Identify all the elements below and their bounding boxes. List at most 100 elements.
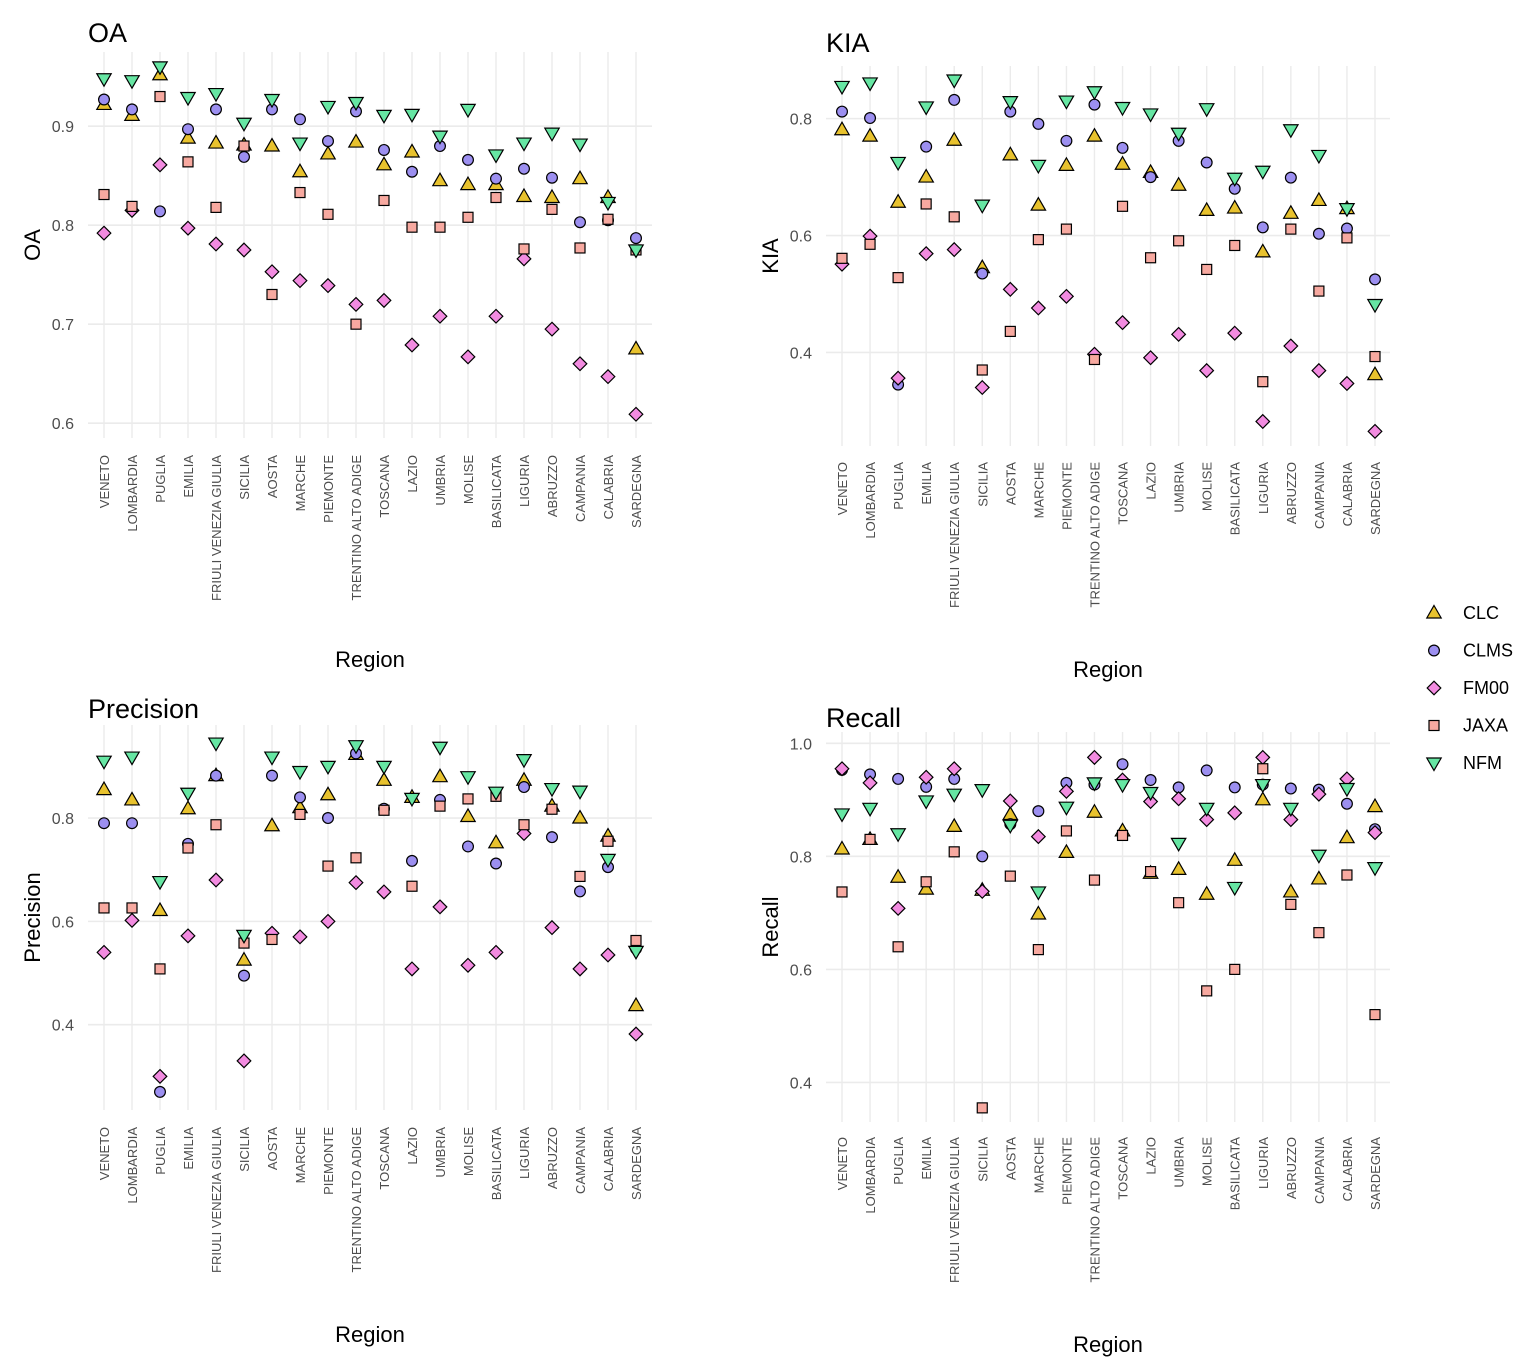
point-jaxa (406, 880, 418, 892)
x-tick-label: FRIULI VENEZIA GIULIA (947, 1137, 962, 1283)
point-clms (1088, 98, 1101, 111)
point-jaxa (294, 186, 306, 199)
point-nfm (1142, 786, 1159, 802)
point-jaxa (546, 203, 558, 215)
point-nfm (833, 808, 851, 823)
point-clms (154, 1085, 167, 1098)
legend-label: NFM (1463, 753, 1502, 773)
point-clc (1198, 201, 1215, 216)
x-tick-label: EMILIA (181, 1127, 196, 1170)
x-tick-label: LIGURIA (1256, 462, 1271, 514)
point-nfm (95, 73, 113, 88)
point-jaxa (462, 211, 474, 223)
point-clc (1254, 791, 1272, 806)
point-clc (1282, 883, 1300, 898)
point-nfm (571, 138, 589, 153)
point-clc (515, 187, 533, 203)
point-fm00 (236, 242, 252, 258)
point-fm00 (292, 272, 308, 289)
kia-y-axis-title: KIA (758, 238, 783, 274)
point-jaxa (1201, 985, 1213, 997)
legend-item-fm00: FM00 (1426, 678, 1509, 698)
point-nfm (861, 802, 879, 818)
x-tick-label: PUGLIA (891, 462, 906, 510)
point-jaxa (210, 201, 222, 213)
point-jaxa (1341, 869, 1353, 881)
point-clc (1198, 885, 1215, 900)
point-nfm (571, 785, 589, 800)
point-jaxa (836, 252, 848, 264)
point-clms (182, 123, 195, 136)
point-jaxa (574, 870, 586, 883)
point-fm00 (572, 356, 588, 372)
point-fm00 (488, 944, 504, 961)
recall-grid (826, 732, 1390, 1122)
point-fm00 (628, 1026, 644, 1042)
point-nfm (1030, 886, 1047, 901)
kia-series-fm00 (834, 228, 1383, 440)
point-clc (375, 771, 393, 786)
point-fm00 (1002, 281, 1018, 297)
point-clc (945, 817, 963, 832)
point-clms (920, 140, 933, 153)
x-tick-label: AOSTA (265, 1127, 280, 1170)
point-jaxa (1060, 825, 1073, 837)
point-clc (1002, 805, 1019, 821)
point-clc (1086, 803, 1103, 818)
kia-series-clc (833, 121, 1384, 381)
point-clms (322, 135, 335, 148)
point-fm00 (404, 961, 420, 977)
point-nfm (1226, 172, 1243, 187)
point-clms (1144, 774, 1157, 787)
point-jaxa (864, 238, 876, 250)
legend-label: JAXA (1463, 716, 1508, 736)
precision-title: Precision (88, 694, 199, 724)
point-fm00 (1170, 326, 1187, 342)
point-fm00 (180, 220, 196, 236)
precision-series-clc (95, 745, 645, 1012)
point-jaxa (1116, 200, 1129, 212)
x-tick-label: MOLISE (461, 455, 476, 504)
point-jaxa (1060, 223, 1073, 235)
x-tick-label: AOSTA (1003, 462, 1018, 505)
point-nfm (263, 751, 281, 766)
x-tick-label: TOSCANA (1116, 1137, 1131, 1200)
oa-series-clms (97, 93, 642, 245)
point-clms (517, 162, 530, 175)
point-nfm (487, 149, 505, 164)
y-tick-label: 0.6 (790, 962, 812, 979)
x-tick-label: CALABRIA (601, 1127, 616, 1192)
point-fm00 (1367, 423, 1383, 440)
point-clc (207, 134, 225, 149)
x-tick-label: VENETO (835, 1137, 850, 1190)
point-jaxa (1032, 944, 1044, 956)
y-tick-label: 0.6 (52, 914, 74, 931)
point-nfm (459, 771, 477, 786)
point-fm00 (1058, 288, 1075, 304)
point-fm00 (432, 899, 448, 915)
point-jaxa (434, 221, 446, 233)
point-nfm (179, 91, 197, 107)
point-fm00 (628, 406, 644, 422)
point-nfm (375, 760, 393, 776)
point-jaxa (1285, 223, 1297, 235)
point-fm00 (292, 929, 308, 945)
x-tick-label: FRIULI VENEZIA GIULIA (209, 1127, 224, 1273)
x-tick-label: PIEMONTE (1059, 462, 1074, 530)
point-jaxa (1285, 898, 1297, 910)
point-clc (487, 834, 505, 849)
point-nfm (263, 93, 281, 109)
point-fm00 (890, 370, 906, 386)
point-fm00 (376, 292, 392, 309)
point-fm00 (974, 379, 990, 396)
point-clc (1366, 365, 1384, 381)
point-jaxa (1313, 285, 1325, 297)
point-clc (889, 868, 907, 883)
point-clms (378, 143, 391, 156)
x-tick-label: LAZIO (1144, 462, 1159, 500)
point-jaxa (378, 194, 390, 207)
kia-title: KIA (826, 28, 870, 58)
point-jaxa (98, 188, 110, 201)
oa-series-fm00 (96, 157, 644, 422)
